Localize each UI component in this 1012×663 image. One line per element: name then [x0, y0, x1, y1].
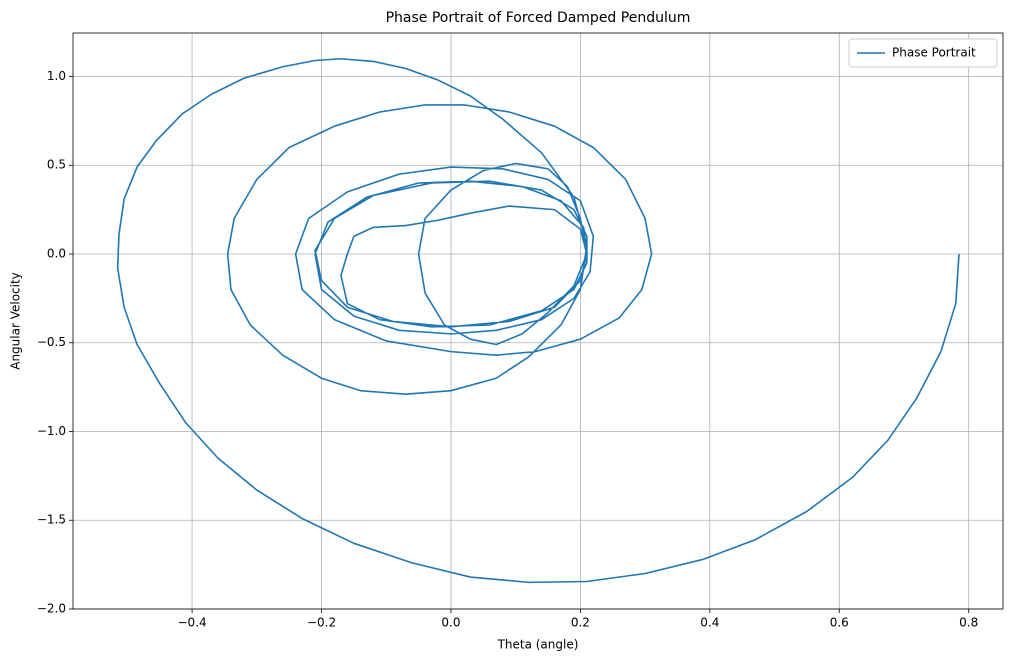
data-line — [116, 57, 960, 584]
legend-box — [848, 38, 998, 68]
x-tick-label: 0.8 — [959, 616, 978, 630]
y-tick-label: −2.0 — [37, 602, 66, 616]
x-tick-label: −0.2 — [307, 616, 336, 630]
y-tick-label: 0.0 — [47, 246, 66, 260]
plot-frame — [72, 32, 1004, 610]
x-tick-label: −0.4 — [178, 616, 207, 630]
x-tick-label: 0.6 — [830, 616, 849, 630]
y-tick-label: −0.5 — [37, 335, 66, 349]
y-tick-label: −1.5 — [37, 513, 66, 527]
x-tick-label: 0.4 — [700, 616, 719, 630]
y-axis-label: Angular Velocity — [9, 272, 23, 370]
y-tick-label: 1.0 — [47, 69, 66, 83]
chart-title: Phase Portrait of Forced Damped Pendulum — [386, 10, 691, 26]
legend-label: Phase Portrait — [892, 46, 976, 60]
x-tick-label: 0.0 — [441, 616, 460, 630]
y-tick-label: −1.0 — [37, 424, 66, 438]
x-axis-label: Theta (angle) — [497, 638, 579, 652]
x-tick-label: 0.2 — [571, 616, 590, 630]
y-tick-label: 0.5 — [47, 158, 66, 172]
